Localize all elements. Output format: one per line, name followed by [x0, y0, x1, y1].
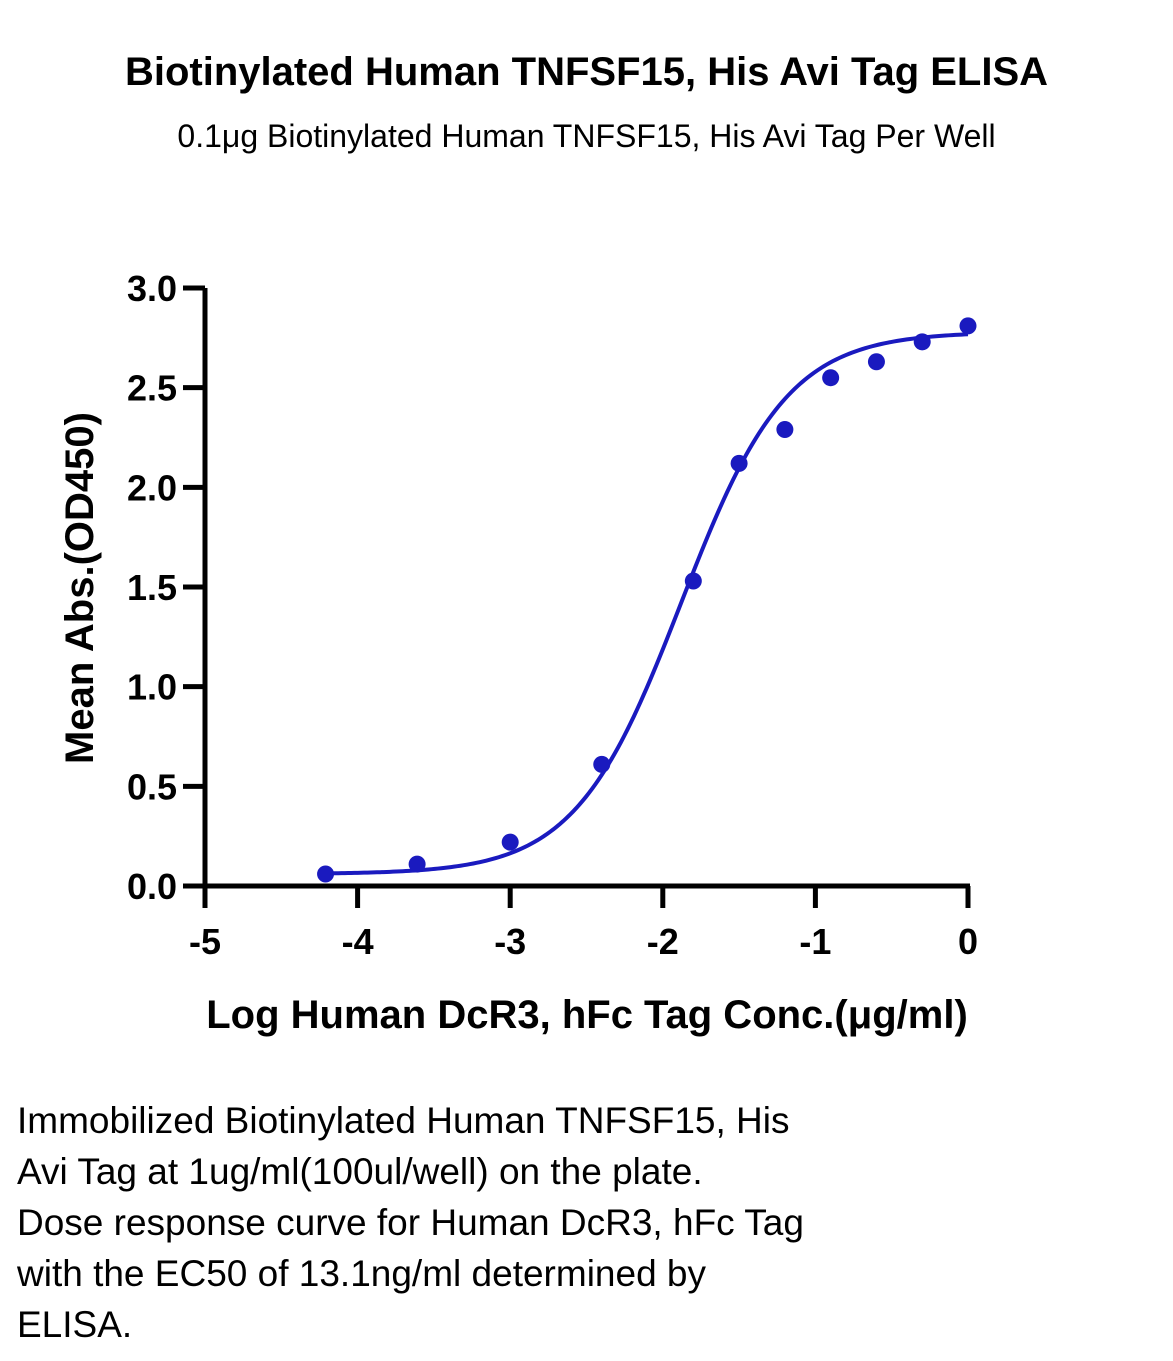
caption-line-3: Dose response curve for Human DcR3, hFc … — [17, 1202, 804, 1243]
x-tick-label: -2 — [647, 921, 679, 962]
x-tick-label: 0 — [958, 921, 978, 962]
y-tick-label: 3.0 — [127, 268, 177, 309]
y-tick-label: 2.0 — [127, 467, 177, 508]
chart-subtitle: 0.1μg Biotinylated Human TNFSF15, His Av… — [177, 118, 996, 154]
y-tick-label: 0.0 — [127, 866, 177, 907]
fit-curve — [325, 332, 969, 876]
y-tick-label: 1.0 — [127, 667, 177, 708]
caption-line-5: ELISA. — [17, 1304, 133, 1345]
data-point — [684, 572, 702, 590]
y-tick-label: 1.5 — [127, 567, 177, 608]
x-tick-label: -4 — [342, 921, 374, 962]
data-point — [408, 855, 426, 873]
data-point — [776, 421, 794, 439]
caption-line-2: Avi Tag at 1ug/ml(100ul/well) on the pla… — [17, 1151, 703, 1192]
caption-line-1: Immobilized Biotinylated Human TNFSF15, … — [17, 1100, 790, 1141]
data-point — [593, 755, 611, 773]
x-axis-label: Log Human DcR3, hFc Tag Conc.(μg/ml) — [206, 993, 968, 1037]
x-tick-label: -3 — [494, 921, 526, 962]
x-tick-label: -1 — [799, 921, 831, 962]
data-point — [822, 369, 840, 387]
data-point — [959, 317, 977, 335]
elisa-chart: Mean Abs.(OD450) Log Human DcR3, hFc Tag… — [58, 268, 978, 1037]
caption: Immobilized Biotinylated Human TNFSF15, … — [17, 1095, 1117, 1350]
data-point — [501, 833, 519, 851]
chart-title: Biotinylated Human TNFSF15, His Avi Tag … — [124, 50, 1049, 94]
data-point — [317, 865, 335, 883]
x-tick-label: -5 — [189, 921, 221, 962]
y-tick-label: 2.5 — [127, 368, 177, 409]
y-tick-label: 0.5 — [127, 766, 177, 807]
caption-line-4: with the EC50 of 13.1ng/ml determined by — [17, 1253, 706, 1294]
y-axis-label: Mean Abs.(OD450) — [58, 412, 102, 764]
data-point — [913, 333, 931, 351]
data-point — [867, 353, 885, 371]
data-point — [730, 454, 748, 472]
